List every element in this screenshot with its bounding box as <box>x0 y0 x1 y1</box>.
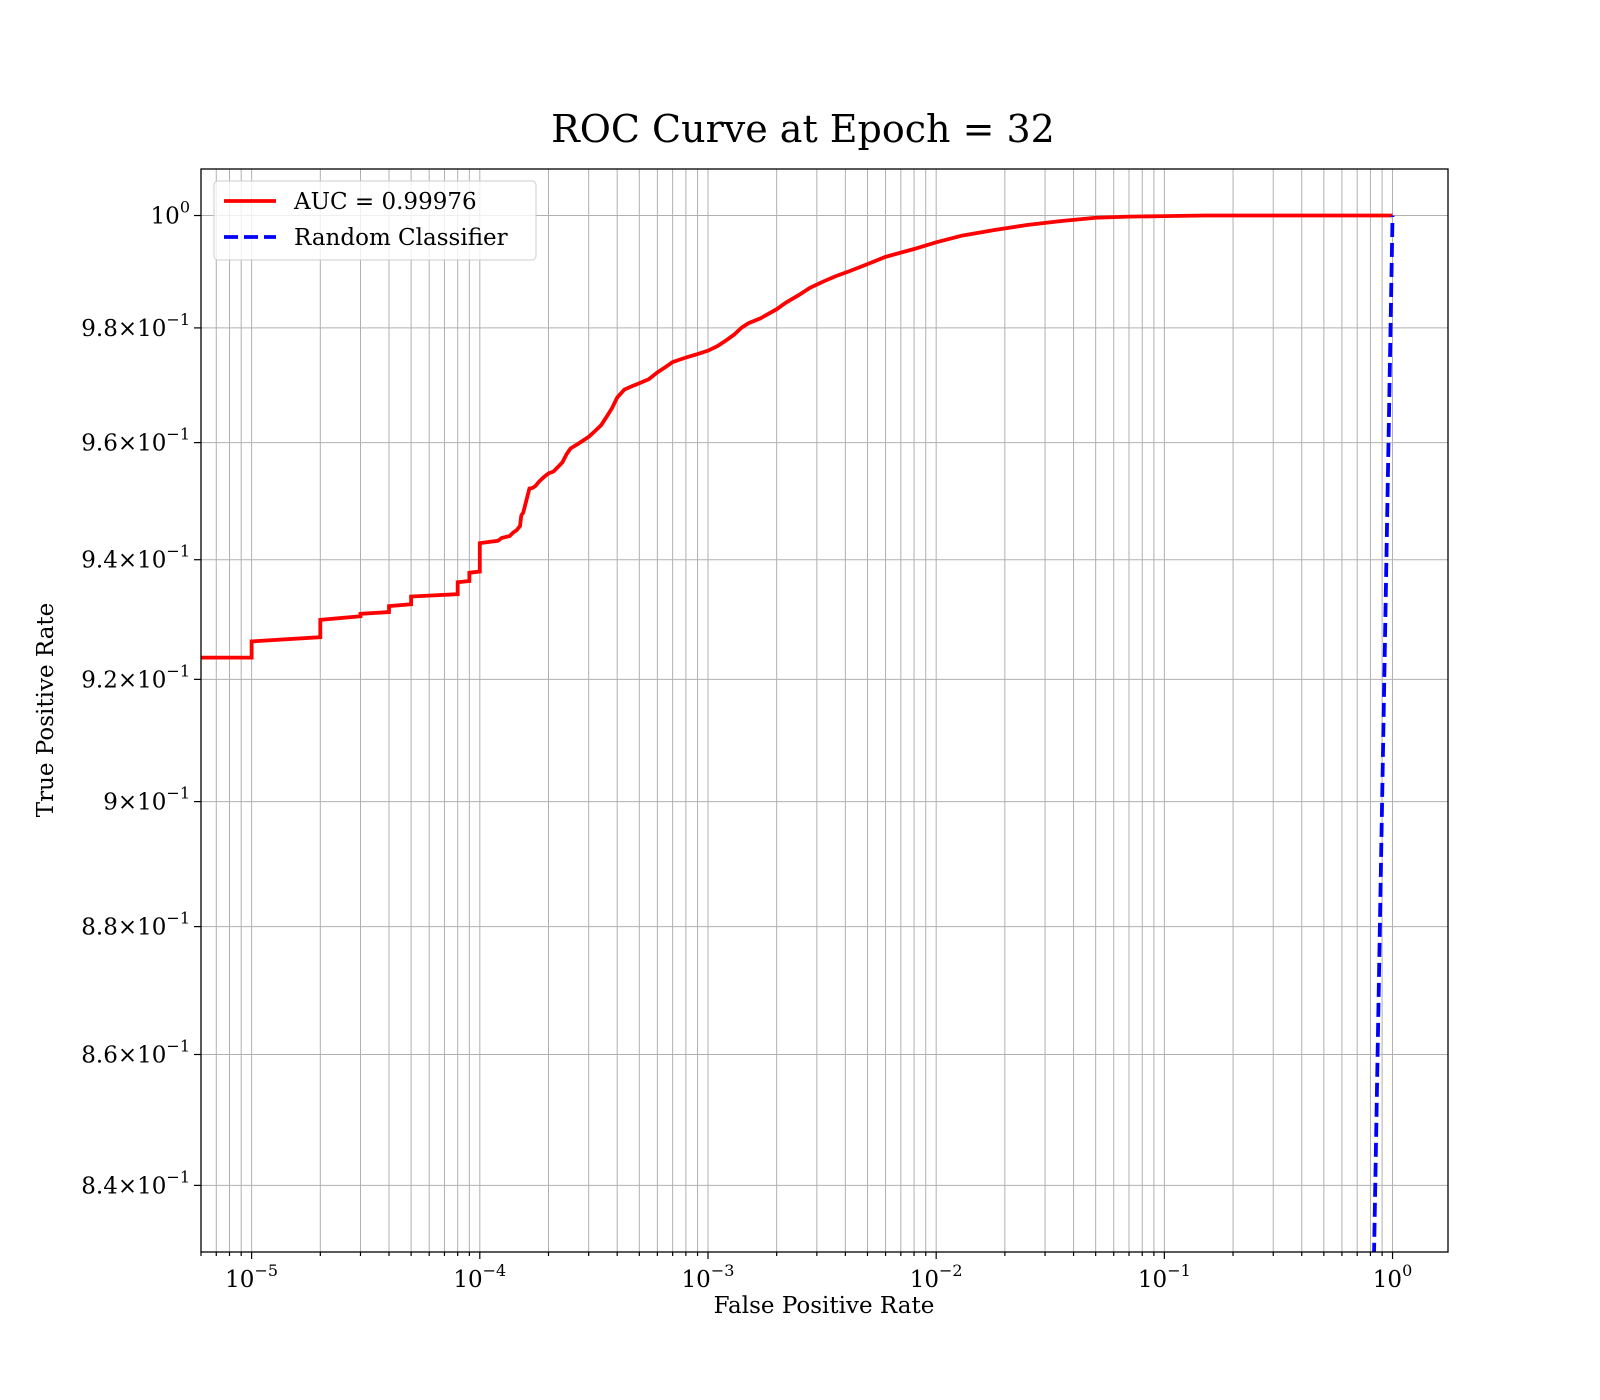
roc-curve-line <box>201 213 1393 660</box>
y-tick-label: 8.4×10−1 <box>81 1167 190 1199</box>
y-axis-ticks: 100 9.8×10−1 9.6×10−1 9.4×10−1 9.2×10−1 9×10−… <box>81 198 201 1199</box>
y-tick-label: 9×10−1 <box>103 784 190 816</box>
y-tick-label: 100 <box>151 198 190 230</box>
y-tick-label: 9.6×10−1 <box>81 425 190 457</box>
y-tick-label: 9.8×10−1 <box>81 310 190 342</box>
x-axis-label: False Positive Rate <box>714 1293 935 1319</box>
x-tick-label: 10−1 <box>1138 1261 1191 1293</box>
y-tick-label: 8.8×10−1 <box>81 909 190 941</box>
y-tick-label: 9.4×10−1 <box>81 542 190 574</box>
plot-frame <box>200 168 1449 1253</box>
random-classifier-line <box>1372 215 1395 1252</box>
y-axis-label: True Positive Rate <box>33 603 59 818</box>
grid <box>200 169 1448 1252</box>
series-lines <box>201 213 1395 1252</box>
x-tick-label: 100 <box>1373 1261 1412 1293</box>
legend: AUC = 0.99976 Random Classifier <box>213 180 537 261</box>
y-tick-label: 9.2×10−1 <box>81 661 190 693</box>
y-tick-label: 8.6×10−1 <box>81 1036 190 1068</box>
chart-title: ROC Curve at Epoch = 32 <box>551 107 1055 151</box>
x-tick-label: 10−4 <box>453 1261 506 1293</box>
x-tick-label: 10−2 <box>910 1261 963 1293</box>
legend-label: Random Classifier <box>294 225 508 251</box>
x-axis-ticks: 10−5 10−4 10−3 10−2 10−1 100 <box>200 1252 1412 1293</box>
legend-box <box>213 180 537 261</box>
x-tick-label: 10−3 <box>682 1261 735 1293</box>
legend-label: AUC = 0.99976 <box>293 189 477 215</box>
x-tick-label: 10−5 <box>225 1261 278 1293</box>
